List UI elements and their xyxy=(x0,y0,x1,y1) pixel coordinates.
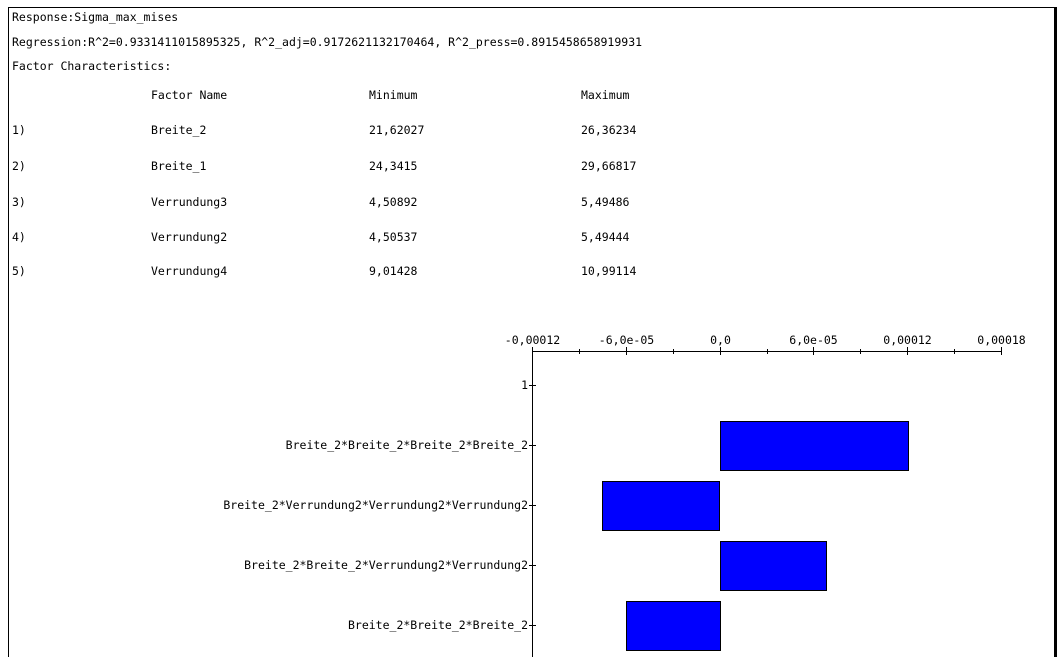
category-label: Breite_2*Breite_2*Breite_2 xyxy=(348,618,528,632)
x-tick-label: 6,0e-05 xyxy=(789,333,837,347)
regression-line: Regression:R^2=0.9331411015895325, R^2_a… xyxy=(12,35,643,49)
factor-characteristics-title: Factor Characteristics: xyxy=(12,59,172,73)
factor-row-min: 9,01428 xyxy=(369,264,418,278)
x-tick-label: 0,0 xyxy=(710,333,731,347)
factor-row-index: 5) xyxy=(12,264,26,278)
factor-row-index: 4) xyxy=(12,230,26,244)
factor-row-index: 1) xyxy=(12,123,26,137)
factor-row-name: Verrundung4 xyxy=(151,264,228,278)
factor-row-name: Breite_1 xyxy=(151,159,207,173)
effect-bar xyxy=(720,541,827,591)
x-tick-label: 0,00012 xyxy=(883,333,931,347)
factor-row-name: Verrundung2 xyxy=(151,230,228,244)
effect-bar xyxy=(626,601,721,651)
effect-bar xyxy=(602,481,720,531)
factor-row-name: Verrundung3 xyxy=(151,195,228,209)
x-tick-label: -0,00012 xyxy=(505,333,560,347)
factor-row-index: 3) xyxy=(12,195,26,209)
category-label: Breite_2*Verrundung2*Verrundung2*Verrund… xyxy=(223,498,528,512)
factor-row-max: 29,66817 xyxy=(581,159,637,173)
effects-bar-chart: -0,00012 -6,0e-05 0,0 6,0e-05 0,00012 0,00018… xyxy=(223,333,1026,657)
factor-row-max: 5,49486 xyxy=(581,195,630,209)
category-label: Breite_2*Breite_2*Breite_2*Breite_2 xyxy=(286,438,528,452)
factor-row-max: 10,99114 xyxy=(581,264,637,278)
factor-row-min: 24,3415 xyxy=(369,159,418,173)
column-header-maximum: Maximum xyxy=(581,88,630,102)
regression-report-panel: Response:Sigma_max_mises Regression:R^2=… xyxy=(8,7,1057,657)
factor-row-min: 4,50892 xyxy=(369,195,418,209)
category-label: Breite_2*Breite_2*Verrundung2*Verrundung… xyxy=(244,558,528,572)
factor-row-name: Breite_2 xyxy=(151,123,207,137)
factor-row-min: 4,50537 xyxy=(369,230,418,244)
effect-bar xyxy=(720,421,909,471)
x-tick-label: 0,00018 xyxy=(977,333,1026,347)
factor-row-min: 21,62027 xyxy=(369,123,425,137)
x-tick-label: -6,0e-05 xyxy=(599,333,654,347)
column-header-minimum: Minimum xyxy=(369,88,418,102)
factor-row-index: 2) xyxy=(12,159,26,173)
category-label: 1 xyxy=(521,378,528,392)
factor-row-max: 26,36234 xyxy=(581,123,637,137)
column-header-factor-name: Factor Name xyxy=(151,88,228,102)
response-line: Response:Sigma_max_mises xyxy=(12,10,179,24)
factor-row-max: 5,49444 xyxy=(581,230,630,244)
